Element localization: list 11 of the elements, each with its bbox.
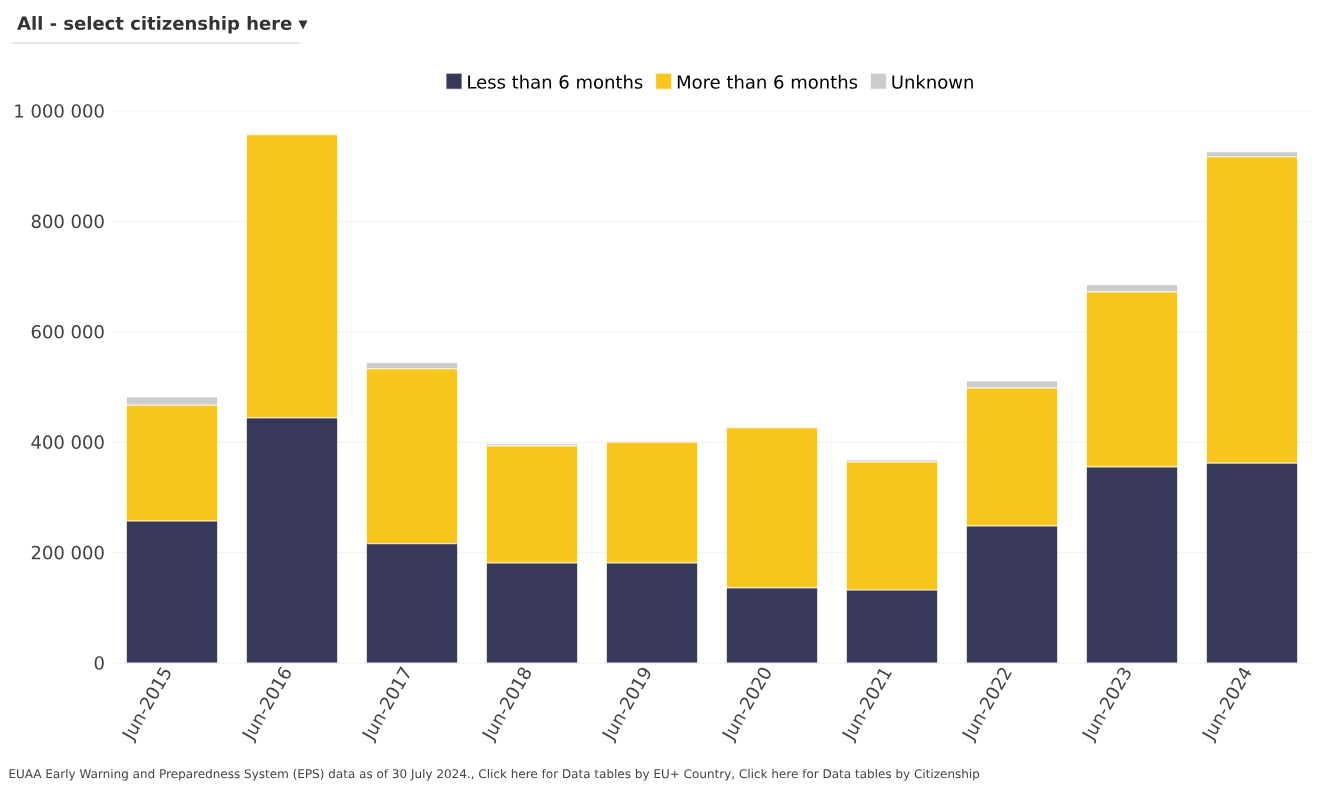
y-tick-label: 0 [94,656,104,670]
legend-label: Less than 6 months [468,74,643,89]
text: All - select citizenship here ▾ [17,16,308,34]
legend-label: Unknown [892,74,973,89]
text: EUAA Early Warning and Preparedness System (EPS) data as of 30 July 2024., Click here for Data tables by EU+ Country, Click here for Data tables by Citizenship [9,768,980,781]
y-tick-label: 1 000 000 [15,104,104,118]
y-tick-label: 600 000 [31,324,104,339]
legend-label: More than 6 months [677,74,858,89]
y-tick-label: 800 000 [31,214,104,229]
y-tick-label: 200 000 [31,545,104,560]
y-tick-label: 400 000 [31,435,104,449]
